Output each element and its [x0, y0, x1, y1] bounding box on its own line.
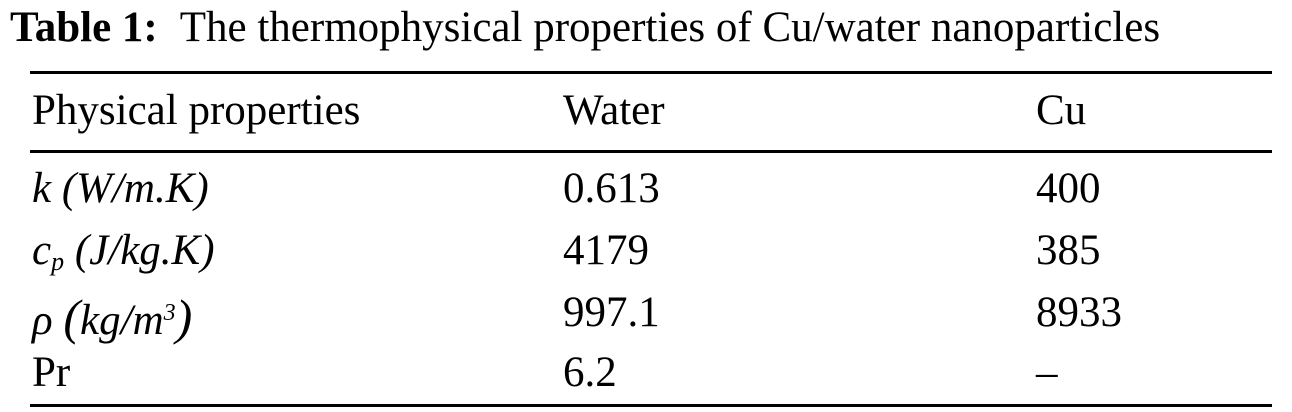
- table-caption: Table 1: The thermophysical properties of…: [10, 2, 1160, 54]
- caption-label: Table 1:: [10, 4, 158, 51]
- property-subscript: p: [51, 247, 65, 276]
- row-density-water: 997.1: [563, 289, 660, 336]
- row-thermal-conductivity-property: k (W/m.K): [32, 164, 209, 214]
- property-unit-close: ): [175, 289, 193, 345]
- table-bottom-rule: [30, 404, 1272, 407]
- row-thermal-conductivity-water: 0.613: [563, 165, 660, 212]
- row-specific-heat-cu: 385: [1036, 227, 1101, 274]
- header-physical-properties: Physical properties: [32, 87, 361, 134]
- property-symbol: ρ: [32, 297, 53, 344]
- table-top-rule: [30, 71, 1272, 74]
- property-unit-body: kg/m: [80, 297, 164, 344]
- row-thermal-conductivity-cu: 400: [1036, 165, 1101, 212]
- header-water: Water: [563, 87, 665, 134]
- row-density-cu: 8933: [1036, 289, 1122, 336]
- property-unit: (J/kg.K): [74, 227, 215, 274]
- row-density-property: ρ (kg/m3): [32, 288, 192, 346]
- row-prandtl-property: Pr: [32, 349, 71, 396]
- row-prandtl-cu: –: [1036, 349, 1058, 396]
- property-unit: (W/m.K): [61, 165, 209, 212]
- property-unit-open: (: [63, 289, 81, 345]
- property-symbol: k: [32, 165, 52, 212]
- row-prandtl-water: 6.2: [563, 349, 617, 396]
- row-specific-heat-property: cp (J/kg.K): [32, 226, 215, 287]
- table-header-rule: [30, 150, 1272, 153]
- property-unit-superscript: 3: [163, 300, 176, 326]
- row-specific-heat-water: 4179: [563, 227, 649, 274]
- caption-text: The thermophysical properties of Cu/wate…: [179, 4, 1161, 51]
- property-symbol: c: [32, 227, 52, 274]
- header-cu: Cu: [1036, 87, 1087, 134]
